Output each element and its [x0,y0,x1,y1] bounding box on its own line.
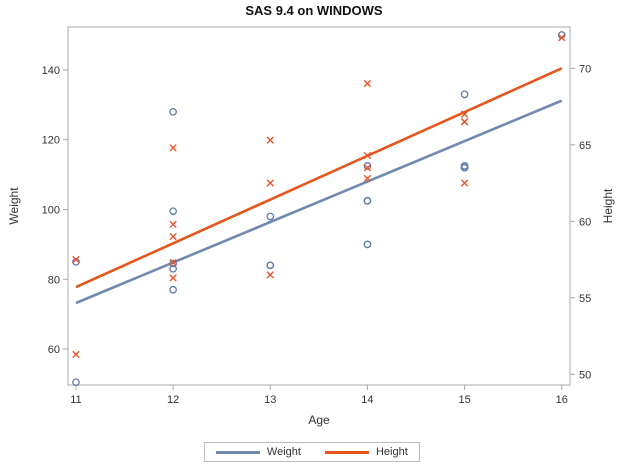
y-left-tick-label: 120 [42,135,60,147]
height-point [169,220,177,229]
y-left-tick-label: 60 [48,344,60,356]
y-right-tick-label: 70 [579,63,591,75]
height-point [363,151,372,160]
y-left-tick-label: 80 [48,274,60,286]
x-tick-label: 12 [167,394,179,406]
height-point [72,255,80,264]
height-point [558,34,566,42]
weight-point [363,196,372,205]
height-point [460,110,469,118]
x-tick-label: 11 [70,394,81,406]
y-left-tick-label: 100 [42,204,60,216]
height-point [460,118,469,126]
weight-trend-line [75,99,563,305]
height-trend-line [75,67,563,289]
x-tick-label: 13 [264,394,276,406]
height-point [363,164,372,172]
left-axis-label: Weight [7,187,21,225]
height-point [169,144,177,152]
x-axis-label: Age [308,413,330,427]
weight-point [363,240,372,249]
x-tick-label: 14 [361,394,373,406]
height-point [169,258,177,267]
height-point [266,179,274,187]
legend-item-height: Height [324,446,408,458]
height-point [266,271,274,279]
plot-frame [67,26,571,386]
weight-point [72,378,80,387]
legend-swatch-weight [215,450,260,454]
right-axis-label: Height [601,188,615,224]
legend-label-weight: Weight [266,446,301,458]
height-point [72,350,80,359]
weight-point [169,207,177,216]
weight-point [169,259,177,268]
y-right-tick-label: 65 [579,140,591,152]
legend-item-weight: Weight [215,446,301,458]
weight-point [266,212,275,221]
legend-label-height: Height [375,446,408,458]
x-tick-label: 15 [458,394,470,406]
y-right-tick-label: 60 [579,216,591,228]
y-right-tick-label: 55 [579,293,591,305]
y-right-tick-label: 50 [579,369,591,381]
legend-swatch-height [324,450,369,454]
x-tick-label: 16 [556,394,568,406]
weight-point [169,264,177,273]
height-point [460,179,469,187]
height-point [363,174,372,183]
y-left-tick-label: 140 [42,65,60,77]
weight-point [169,107,177,116]
weight-point [460,90,469,99]
weight-point [460,162,469,170]
height-point [169,274,177,282]
height-point [169,232,177,241]
chart-title: SAS 9.4 on WINDOWS [245,3,383,18]
legend: Weight Height [203,442,420,462]
weight-point [169,285,177,294]
weight-point [266,261,275,270]
height-point [363,79,372,88]
height-point [266,136,274,144]
weight-point [363,162,372,170]
